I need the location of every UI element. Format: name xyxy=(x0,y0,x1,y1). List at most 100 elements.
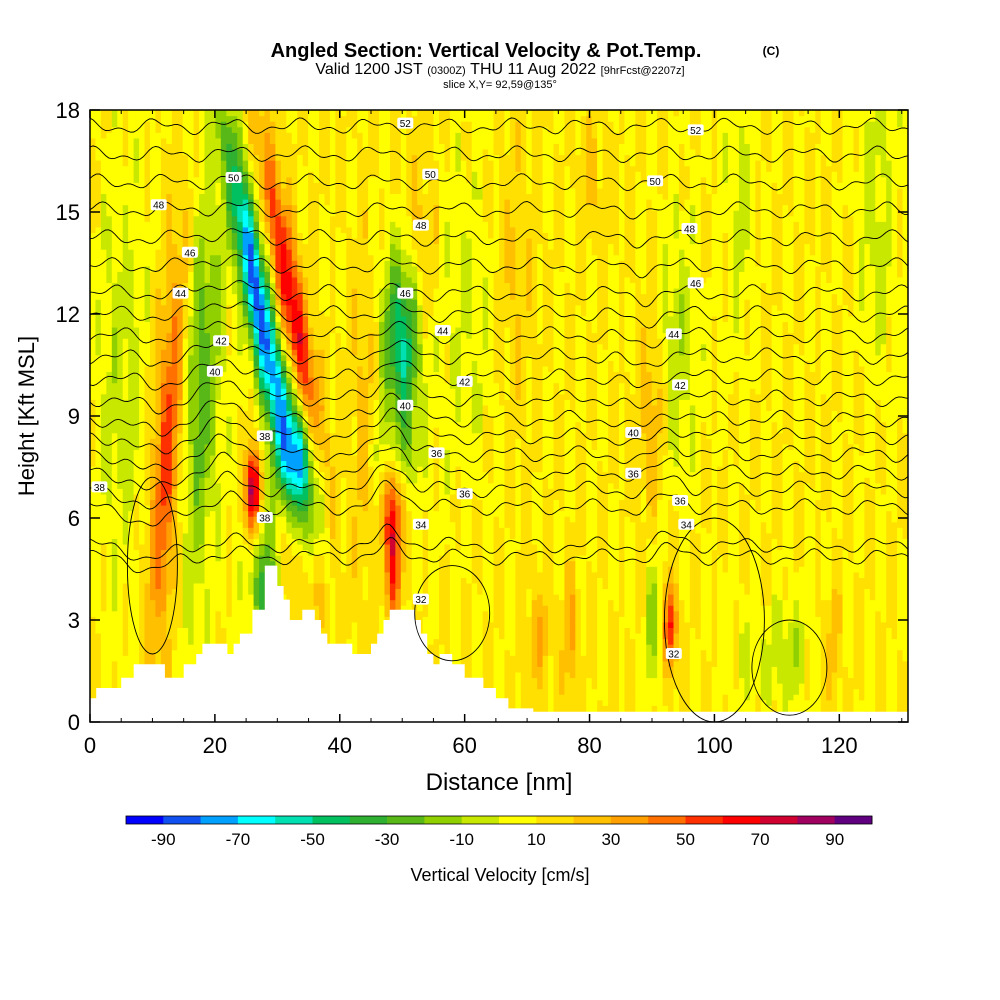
velocity-cell xyxy=(291,160,298,167)
velocity-cell xyxy=(297,276,304,284)
velocity-cell xyxy=(275,171,282,178)
velocity-cell xyxy=(231,232,238,239)
velocity-cell xyxy=(139,594,146,601)
velocity-cell xyxy=(139,226,146,233)
velocity-cell xyxy=(111,416,118,423)
velocity-cell xyxy=(188,527,195,534)
velocity-cell xyxy=(313,132,320,139)
velocity-cell xyxy=(155,110,162,117)
velocity-cell xyxy=(160,210,167,217)
velocity-cell xyxy=(220,354,227,361)
velocity-cell xyxy=(160,315,167,323)
velocity-cell xyxy=(171,154,178,161)
velocity-cell xyxy=(215,315,222,323)
velocity-cell xyxy=(319,249,326,256)
velocity-cell xyxy=(242,471,249,478)
velocity-cell xyxy=(106,365,113,373)
velocity-cell xyxy=(313,427,320,434)
velocity-cell xyxy=(313,299,320,306)
velocity-cell xyxy=(269,126,277,133)
velocity-cell xyxy=(319,271,326,278)
velocity-cell xyxy=(133,582,140,590)
velocity-cell xyxy=(275,249,282,256)
velocity-cell xyxy=(199,143,206,150)
velocity-cell xyxy=(182,365,189,373)
velocity-cell xyxy=(182,460,189,467)
velocity-cell xyxy=(231,454,238,462)
velocity-cell xyxy=(275,566,282,573)
velocity-cell xyxy=(193,354,200,361)
velocity-cell xyxy=(226,421,233,428)
velocity-cell xyxy=(242,377,249,384)
velocity-cell xyxy=(90,599,97,606)
velocity-cell xyxy=(166,632,173,640)
velocity-cell xyxy=(193,110,200,117)
velocity-cell xyxy=(188,499,195,506)
velocity-cell xyxy=(106,432,113,439)
velocity-cell xyxy=(275,560,282,567)
velocity-cell xyxy=(275,532,282,539)
velocity-cell xyxy=(139,377,146,384)
velocity-cell xyxy=(237,432,244,439)
velocity-cell xyxy=(106,660,113,667)
velocity-cell xyxy=(106,354,113,361)
velocity-cell xyxy=(264,466,271,473)
velocity-cell xyxy=(171,260,178,267)
velocity-cell xyxy=(280,377,287,384)
velocity-cell xyxy=(209,343,217,350)
velocity-cell xyxy=(188,126,195,133)
velocity-cell xyxy=(297,343,304,350)
velocity-cell xyxy=(335,577,342,584)
velocity-cell xyxy=(231,605,238,612)
velocity-cell xyxy=(155,232,162,239)
velocity-cell xyxy=(117,488,124,495)
velocity-cell xyxy=(100,299,107,306)
velocity-cell xyxy=(226,649,233,656)
velocity-cell xyxy=(215,443,222,450)
velocity-cell xyxy=(188,148,195,156)
velocity-cell xyxy=(144,282,151,289)
velocity-cell xyxy=(242,599,249,606)
velocity-cell xyxy=(188,454,195,462)
velocity-cell xyxy=(139,532,146,539)
velocity-cell xyxy=(286,594,293,601)
velocity-cell xyxy=(280,510,287,517)
velocity-cell xyxy=(117,338,124,345)
velocity-cell xyxy=(319,276,326,284)
velocity-cell xyxy=(139,443,146,450)
velocity-cell xyxy=(302,555,309,562)
velocity-cell xyxy=(269,326,277,334)
velocity-cell xyxy=(149,271,157,278)
velocity-cell xyxy=(209,466,217,473)
velocity-cell xyxy=(308,599,315,606)
velocity-cell xyxy=(329,621,336,629)
velocity-cell xyxy=(269,226,277,233)
velocity-cell xyxy=(95,249,102,256)
velocity-cell xyxy=(335,616,342,623)
velocity-cell xyxy=(215,460,222,467)
velocity-cell xyxy=(280,499,287,506)
velocity-cell xyxy=(204,221,211,228)
velocity-cell xyxy=(193,321,200,328)
velocity-cell xyxy=(264,232,271,239)
velocity-cell xyxy=(188,432,195,439)
velocity-cell xyxy=(160,293,167,300)
velocity-cell xyxy=(291,137,298,144)
velocity-cell xyxy=(280,493,287,501)
velocity-cell xyxy=(171,499,178,506)
velocity-cell xyxy=(171,115,178,122)
velocity-cell xyxy=(95,527,102,534)
velocity-cell xyxy=(160,232,167,239)
velocity-cell xyxy=(253,404,260,412)
velocity-cell xyxy=(188,187,195,195)
velocity-cell xyxy=(100,621,107,629)
velocity-cell xyxy=(133,254,140,261)
velocity-cell xyxy=(149,121,157,128)
velocity-cell xyxy=(319,148,326,156)
velocity-cell xyxy=(259,354,266,361)
velocity-cell xyxy=(308,310,315,317)
velocity-cell xyxy=(319,237,326,245)
velocity-cell xyxy=(329,382,336,389)
velocity-cell xyxy=(160,454,167,462)
velocity-cell xyxy=(139,232,146,239)
